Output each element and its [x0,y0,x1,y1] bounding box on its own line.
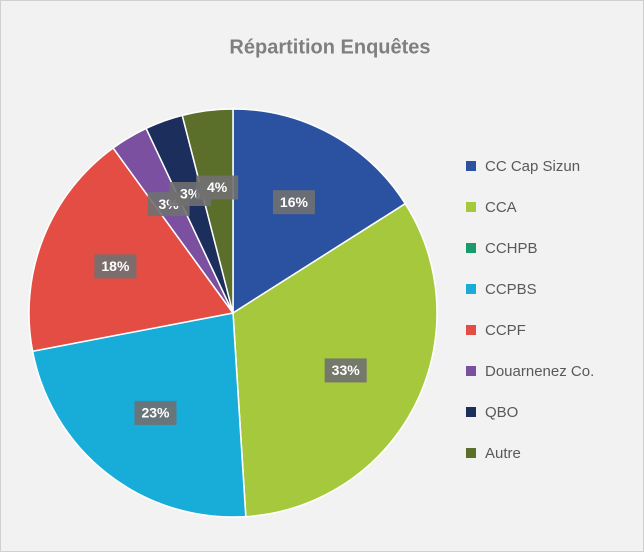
legend-label: Douarnenez Co. [485,363,594,380]
legend-label: CCHPB [485,240,538,257]
data-label-background [134,400,177,425]
data-label: 16% [280,194,309,210]
legend-swatch [466,325,476,335]
data-label-background [196,175,239,200]
legend-swatch [466,161,476,171]
legend-swatch [466,284,476,294]
pie-slice [28,146,235,353]
data-label: 3% [180,186,201,202]
pie-slice [181,108,234,314]
data-label-background [272,190,315,215]
pie-slice [232,108,407,315]
legend-label: CC Cap Sizun [485,158,580,175]
chart-title: Répartition Enquêtes [229,36,430,58]
data-label: 33% [332,362,361,378]
legend-swatch [466,448,476,458]
legend-label: CCPBS [485,281,537,298]
legend-label: QBO [485,404,518,421]
data-label: 18% [101,258,130,274]
legend-label: CCPF [485,322,526,339]
legend-swatch [466,407,476,417]
legend-swatch [466,243,476,253]
legend-label: CCA [485,199,517,216]
data-label: 4% [207,179,228,195]
legend-swatch [466,202,476,212]
data-label: 23% [141,405,170,421]
legend-swatch [466,366,476,376]
data-label-background [324,358,367,383]
data-label-background [94,254,137,279]
legend-label: Autre [485,445,521,462]
